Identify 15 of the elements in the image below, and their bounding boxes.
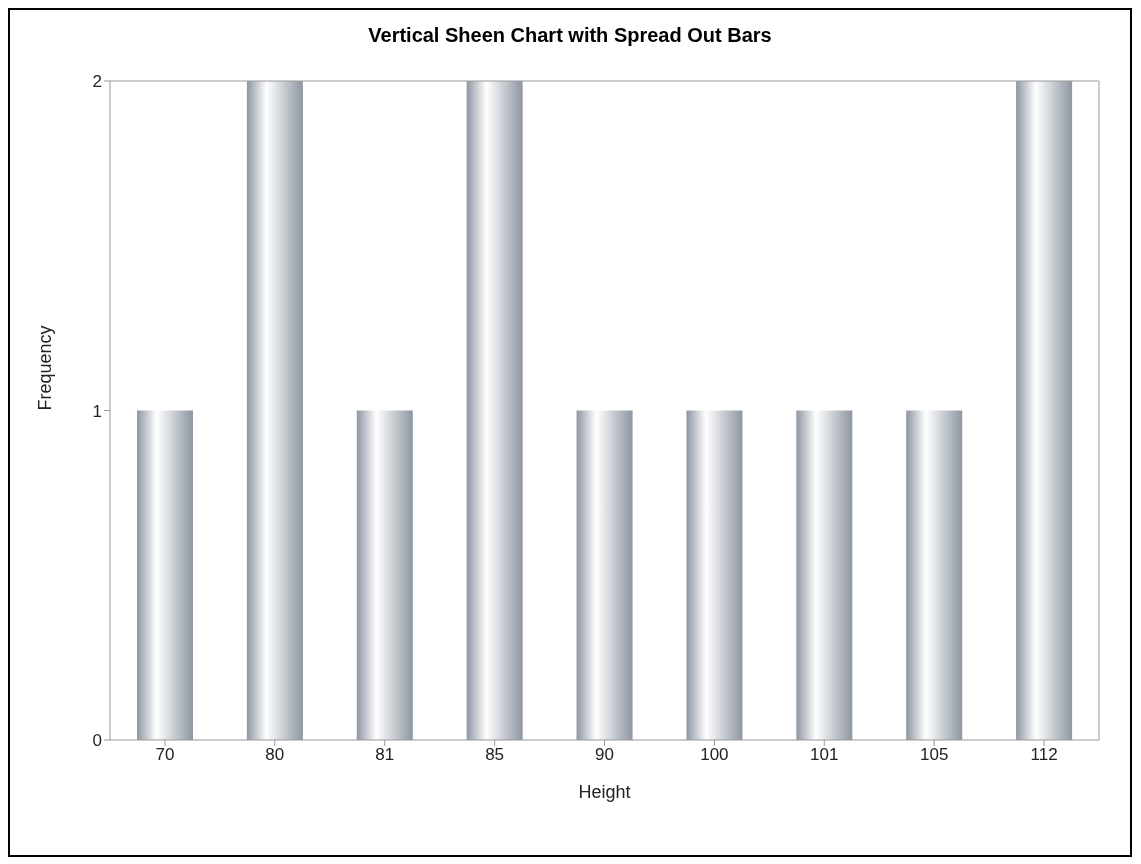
x-tick-label: 105 [919,745,949,765]
x-tick-label: 80 [265,745,285,765]
x-tick-label: 85 [485,745,505,765]
x-axis-title: Height [578,782,631,802]
x-tick-label: 112 [1030,745,1058,765]
chart-title: Vertical Sheen Chart with Spread Out Bars [367,24,773,47]
x-tick-label: 100 [700,745,729,765]
y-tick-label: 0 [92,731,102,751]
y-tick-label: 2 [92,72,102,92]
y-tick-label: 1 [92,401,102,421]
x-tick-label: 90 [595,745,614,765]
x-tick-label: 70 [155,745,175,765]
x-tick-label: 81 [375,745,395,765]
x-tick-label: 101 [810,745,839,765]
y-axis-title: Frequency [35,325,56,411]
